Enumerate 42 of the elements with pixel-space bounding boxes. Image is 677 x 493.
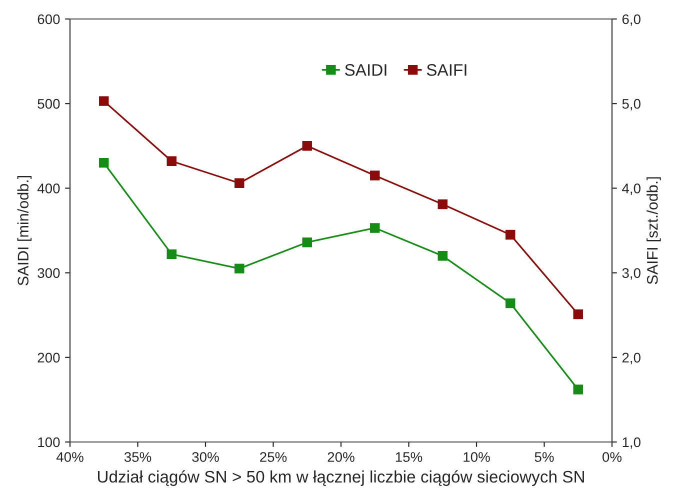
- y2-tick-label: 3,0: [622, 268, 640, 280]
- y2-tick-label: 6,0: [622, 14, 640, 26]
- y2-axis-title: SAIFI [szt./odb.]: [646, 177, 661, 284]
- y2-tick-label: 2,0: [622, 352, 640, 364]
- x-tick-label: 15%: [396, 452, 422, 462]
- point: [438, 199, 448, 210]
- x-axis-title: Udział ciągów SN > 50 km w łącznej liczbie ciągów sieciowych SN: [98, 470, 584, 486]
- y-tick-label: 200: [38, 352, 60, 363]
- point: [99, 158, 109, 168]
- point: [302, 141, 312, 151]
- legend-label: SAIFI: [426, 64, 466, 76]
- y2-tick-label: 1,0: [622, 437, 640, 449]
- y-tick-label: 500: [38, 98, 60, 109]
- x-tick-label: 10%: [464, 452, 490, 462]
- x-tick-label: 25%: [260, 452, 287, 462]
- point: [302, 237, 312, 248]
- y-axis-title: SAIDI [min/odb.]: [17, 176, 32, 286]
- y-tick-label: 600: [38, 14, 60, 24]
- x-tick-label: 40%: [56, 452, 84, 462]
- y-tick-label: 300: [38, 268, 60, 278]
- point: [506, 230, 516, 240]
- y2-tick-label: 5,0: [622, 98, 640, 110]
- point: [166, 156, 176, 166]
- x-tick-label: 0%: [602, 452, 622, 462]
- x-tick-label: 5%: [534, 452, 554, 462]
- x-tick-label: 30%: [192, 452, 219, 462]
- x-tick-label: 20%: [328, 452, 354, 462]
- point: [370, 223, 380, 233]
- legend-label: SAIDI: [345, 64, 386, 76]
- y-tick-label: 100: [38, 437, 60, 448]
- point: [370, 170, 380, 180]
- point: [234, 178, 244, 188]
- point: [573, 309, 583, 320]
- point: [99, 96, 109, 106]
- y2-tick-label: 4,0: [622, 184, 640, 196]
- x-tick-label: 35%: [124, 452, 152, 462]
- point: [506, 298, 516, 308]
- point: [438, 251, 448, 261]
- point: [234, 264, 244, 274]
- y-tick-label: 400: [37, 184, 60, 194]
- point: [573, 384, 583, 394]
- point: [166, 249, 176, 260]
